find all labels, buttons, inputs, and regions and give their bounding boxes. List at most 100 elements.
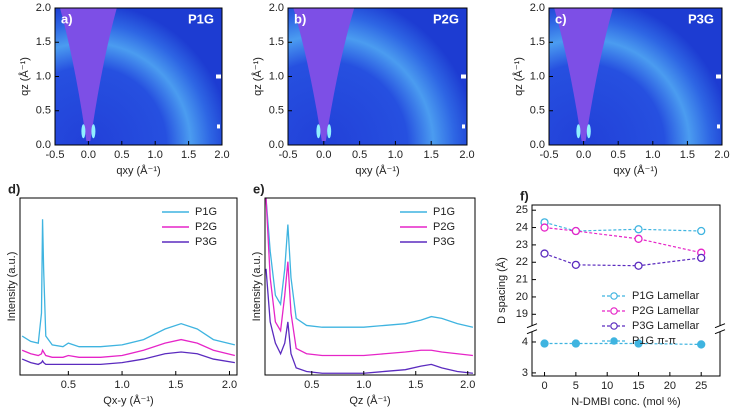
legend-label: P2G (195, 221, 217, 233)
legend-label: P1G (195, 206, 217, 218)
y-axis-label: qz (Å⁻¹) (512, 57, 525, 96)
point (697, 253, 706, 263)
y-tick-label: 0.0 (36, 139, 51, 151)
series-line (544, 226, 702, 254)
x-axis-label: Qx-y (Å⁻¹) (103, 394, 153, 407)
x-tick-label: 0.5 (611, 149, 626, 161)
point (571, 260, 581, 270)
y-tick-label: 24 (516, 221, 528, 233)
y-tick-label: 1.5 (530, 36, 545, 48)
y-tick-label: 2.0 (36, 2, 51, 14)
axis-break-mark (526, 329, 538, 335)
y-tick-label: 1.5 (36, 36, 51, 48)
point (571, 226, 581, 236)
y-tick-label: 1.0 (269, 70, 284, 82)
panel-label: b) (294, 11, 306, 26)
x-tick-label: 1.5 (424, 149, 439, 161)
series-line (544, 342, 702, 346)
missing-wedge (554, 8, 614, 141)
series-line (21, 351, 235, 366)
legend-label: P2G (433, 221, 455, 233)
legend-label: P3G Lamellar (632, 320, 700, 332)
panel-label: e) (253, 181, 265, 196)
x-tick-label: 0 (541, 380, 547, 392)
x-tick-label: 10 (601, 380, 613, 392)
detector-mark (462, 124, 465, 129)
y-axis-label: Intensity (a.u.) (251, 252, 263, 322)
x-tick-label: 2.0 (222, 379, 237, 391)
y-axis-label: D spacing (Å) (495, 257, 508, 324)
plot-area (544, 221, 702, 346)
axis-break-mark (714, 323, 726, 329)
y-tick-label: 4 (522, 336, 528, 348)
x-tick-label: 0.5 (352, 149, 367, 161)
detector-mark (216, 74, 221, 79)
point (697, 340, 706, 349)
plot-area (265, 198, 474, 374)
x-tick-label: 2.0 (714, 149, 729, 161)
frame (264, 197, 476, 376)
sample-label: P3G (688, 11, 714, 26)
legend-label: P3G (195, 236, 217, 248)
x-tick-label: 0.5 (304, 379, 319, 391)
point (540, 249, 549, 258)
legend-marker (610, 307, 618, 315)
x-tick-label: 2.0 (214, 149, 229, 161)
x-tick-label: -0.5 (540, 149, 559, 161)
plot-area (21, 219, 236, 366)
y-tick-label: 19 (516, 308, 528, 320)
legend-label: P2G Lamellar (632, 305, 700, 317)
point (634, 225, 643, 234)
point (634, 339, 643, 348)
x-tick-label: 0.5 (114, 149, 129, 161)
series-line (21, 338, 236, 358)
y-tick-label: 0.0 (530, 139, 545, 151)
y-tick-label: 0.5 (36, 105, 51, 117)
y-tick-label: 23 (516, 239, 528, 251)
y-tick-label: 20 (516, 291, 528, 303)
reflection (586, 124, 591, 139)
x-tick-label: 1.0 (114, 379, 129, 391)
y-tick-label: 21 (516, 274, 528, 286)
series-line (265, 268, 473, 374)
frame (19, 197, 238, 376)
axis-break-mark (714, 329, 726, 335)
point (540, 223, 549, 232)
legend-marker (610, 292, 618, 300)
point (634, 261, 643, 270)
x-tick-label: 2.0 (459, 149, 474, 161)
legend-label: P1G Lamellar (632, 290, 700, 302)
sample-label: P2G (433, 11, 459, 26)
x-tick-label: 0.5 (61, 379, 76, 391)
legend-marker (610, 322, 618, 330)
detector-mark (461, 74, 466, 79)
x-tick-label: 1.5 (408, 379, 423, 391)
series-line (544, 221, 702, 232)
sample-label: P1G (188, 11, 214, 26)
point (634, 234, 643, 243)
x-tick-label: 2.0 (460, 379, 475, 391)
y-axis-label: Intensity (a.u.) (6, 252, 18, 322)
frame (531, 204, 721, 377)
series-line (21, 219, 236, 348)
x-tick-label: 1.0 (356, 379, 371, 391)
legend-marker (610, 337, 618, 345)
series-line (265, 198, 474, 328)
y-tick-label: 2.0 (269, 2, 284, 14)
x-tick-label: 1.0 (645, 149, 660, 161)
x-tick-label: 5 (573, 380, 579, 392)
x-tick-label: 1.5 (181, 149, 196, 161)
axis-break-gap (529, 325, 535, 332)
plot-area (55, 8, 222, 145)
x-tick-label: 0.0 (576, 149, 591, 161)
point (571, 339, 581, 348)
x-axis-label: N-DMBI conc. (mol %) (571, 396, 680, 408)
y-axis-label: qz (Å⁻¹) (251, 57, 264, 96)
y-tick-label: 25 (516, 204, 528, 216)
x-axis-label: qxy (Å⁻¹) (116, 164, 160, 177)
x-tick-label: -0.5 (46, 149, 65, 161)
detector-mark (217, 124, 220, 129)
plot-area (288, 8, 467, 145)
missing-wedge (60, 8, 117, 141)
